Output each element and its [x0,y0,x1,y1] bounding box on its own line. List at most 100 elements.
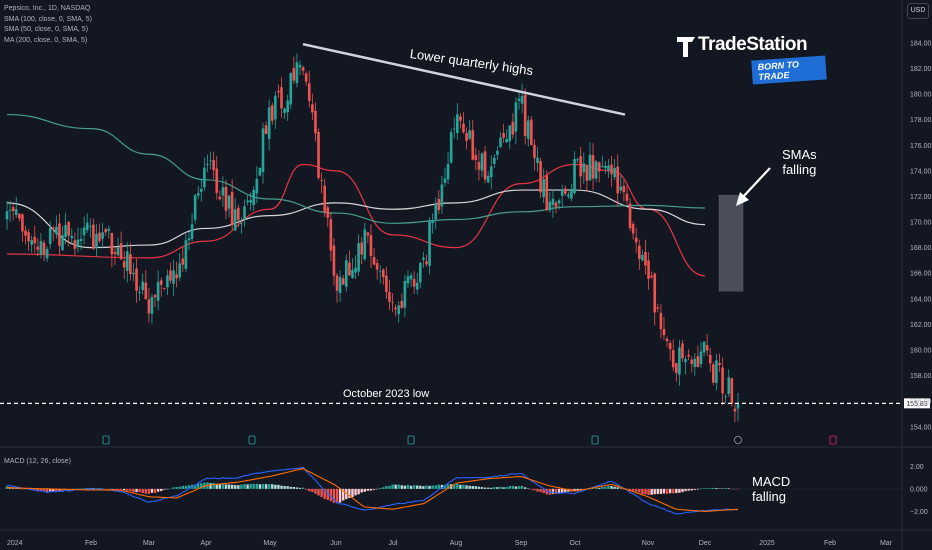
candle-body [159,280,163,285]
candle-body [45,248,49,259]
macd-histogram-bar [619,488,622,490]
candle-body [437,198,441,211]
candle-body [508,125,512,142]
macd-legend[interactable]: MACD (12, 26, close) [4,458,71,465]
candle-body [443,178,447,183]
brand-name: TradeStation [698,34,808,55]
macd-histogram-bar [153,488,157,493]
macd-histogram-bar [354,488,357,496]
candles [5,53,740,423]
candle-body [588,154,592,181]
macd-histogram-bar [604,486,607,489]
macd-histogram-bar [95,488,98,490]
macd-histogram-bar [79,488,83,490]
candle-body [95,234,98,248]
macd-histogram-bar [320,488,323,498]
macd-histogram-bar [332,488,336,503]
macd-histogram-bar [693,488,697,490]
last-price-label: 155.83 [906,401,928,408]
candle-body [101,232,104,239]
time-axis[interactable]: 2024 Feb Mar Apr May Jun Jul Aug Sep Oct Nov Dec 202… [7,540,893,547]
candle-body [681,343,684,359]
candle-body [471,130,475,160]
macd-histogram-bar [234,485,237,489]
candle-body [240,223,243,225]
macd-histogram-bar [39,488,43,491]
macd-histogram-bar [530,488,533,490]
candle-body [530,119,533,146]
macd-histogram-bar [286,486,289,489]
legend-ma200[interactable]: MA (200, close, 0, SMA, 5) [4,36,88,44]
macd-histogram-bar [425,485,428,489]
price-tick-label: 158.00 [910,373,932,380]
legend-sma50[interactable]: SMA (50, close, 0, SMA, 5) [4,26,89,33]
arrow-head [736,192,749,206]
macd-histogram-bar [116,488,120,490]
time-tick-label: Feb [85,540,97,547]
macd-histogram-bar [434,485,437,489]
macd-histogram-bar [258,484,262,489]
ma-line [6,113,706,224]
time-tick-label: Apr [201,540,213,547]
macd-histogram-bar [440,484,444,489]
macd-histogram-bar [696,488,700,490]
time-tick-label: Mar [143,540,156,547]
candle-body [169,270,172,281]
candle-body [456,114,459,133]
macd-histogram-bar [601,487,604,489]
macd-histogram-bar [166,488,169,490]
candle-body [493,157,496,164]
candle-body [132,272,135,275]
candle-body [616,166,620,194]
macd-histogram-bar [508,486,511,489]
macd-histogram-bar [591,488,595,489]
candle-body [502,133,505,138]
candle-body [338,277,342,294]
candle-body [403,281,407,308]
price-tick-label: 156.00 [910,399,932,406]
macd-histogram-bar [123,488,126,491]
macd-histogram-bar [431,485,434,489]
candle-body [705,345,709,351]
macd-histogram-bar [705,488,709,489]
macd-histogram-bar [665,488,669,494]
price-axis[interactable]: 154.00 156.00 158.00 160.00 162.00 164.00 166.… [910,40,932,431]
candle-body [520,95,524,104]
macd-histogram-bar [252,483,255,489]
price-tick-label: 172.00 [910,194,932,201]
macd-histogram-bar [736,488,740,490]
event-icon [829,435,837,445]
candle-body [671,350,675,368]
macd-histogram-bar [187,485,191,489]
macd-histogram-bar [283,486,286,489]
macd-histogram-bar [412,485,416,489]
macd-histogram-bar [718,488,721,490]
candle-body [144,282,148,299]
macd-histogram-bar [144,488,147,494]
candle-body [156,281,160,301]
earnings-icon [248,435,256,445]
candle-body [730,378,734,404]
macd-histogram-bar [172,487,175,489]
candle-body [678,347,681,375]
macd-histogram-bar [357,488,360,495]
macd-histogram-bar [338,488,342,503]
candle-body [434,203,438,220]
macd-histogram-bar [419,485,422,489]
macd-histogram-bar [635,488,638,492]
macd-histogram-bar [110,488,114,490]
candle-body [684,358,687,363]
currency-button[interactable]: USD [907,3,929,19]
candle-body [641,255,644,261]
candle-body [570,189,573,199]
macd-histogram-bar [699,488,703,489]
candle-body [696,356,700,367]
legend-symbol[interactable]: Pepsico, Inc., 1D, NASDAQ [4,5,91,12]
macd-histogram-bar [443,484,447,489]
legend-sma100[interactable]: SMA (100, close, 0, SMA, 5) [4,15,92,23]
candle-body [76,239,80,248]
candle-body [557,200,561,204]
candle-body [415,282,419,290]
candle-body [341,278,345,285]
